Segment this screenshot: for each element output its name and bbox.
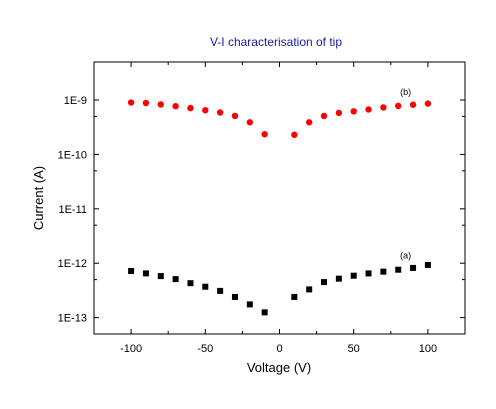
series-b-point: [127, 99, 135, 106]
series-a-point: [261, 309, 268, 316]
x-axis: -100 -50 0 50 100: [120, 62, 437, 355]
series-a-point: [350, 272, 357, 279]
series-a-point: [231, 293, 238, 300]
series-b-point: [231, 112, 239, 120]
series-b-point: [216, 109, 224, 116]
series-b-point: [157, 101, 164, 108]
series-a-point: [202, 283, 209, 290]
series-a-point: [217, 287, 224, 294]
series-a-point: [246, 301, 253, 308]
y-tick-label: 1E-12: [58, 258, 87, 270]
series-b-point: [187, 104, 194, 112]
series-b-point: [172, 102, 179, 110]
series-a-point: [335, 275, 342, 282]
series-a-point: [157, 273, 164, 280]
series-layer: (b) (a): [127, 87, 432, 316]
series-b-point: [291, 131, 298, 138]
x-axis-title: Voltage (V): [247, 360, 311, 375]
series-a-point: [424, 261, 431, 268]
series-a-point: [410, 264, 417, 271]
series-b-point: [320, 112, 328, 120]
series-b-point: [424, 100, 432, 107]
series-a-point: [142, 270, 149, 277]
series-b-point: [365, 106, 372, 113]
series-a-point: [365, 270, 372, 277]
series-b-point: [246, 119, 254, 126]
series-a-point: [395, 266, 402, 273]
series-b-point: [142, 99, 150, 107]
x-tick-label: 0: [276, 343, 282, 355]
series-label-b: (b): [400, 87, 411, 97]
series-a-point: [306, 286, 313, 293]
series-b-point: [409, 101, 417, 108]
chart-title: V-I characterisation of tip: [210, 35, 342, 49]
y-tick-label: 1E-11: [58, 204, 87, 216]
y-axis: 1E-13 1E-12 1E-11 1E-10 1E-9: [58, 95, 465, 325]
series-b-point: [261, 131, 268, 138]
series-a-point: [128, 267, 135, 274]
x-tick-label: -50: [197, 343, 213, 355]
series-a-point: [321, 279, 328, 286]
series-a-point: [172, 276, 179, 283]
series-b-point: [380, 104, 387, 111]
y-tick-label: 1E-13: [58, 313, 87, 325]
x-tick-label: 50: [348, 343, 360, 355]
series-a-point: [380, 268, 387, 275]
series-b-point: [202, 107, 209, 114]
series-b-point: [335, 109, 343, 117]
y-tick-label: 1E-9: [64, 95, 87, 107]
x-tick-label: 100: [419, 343, 437, 355]
series-b-point: [350, 108, 357, 115]
series-a-point: [187, 280, 194, 287]
series-b-point: [395, 102, 402, 110]
plot-frame: [93, 61, 466, 335]
series-b-point: [305, 119, 313, 126]
y-axis-title: Current (A): [31, 166, 46, 230]
series-label-a: (a): [400, 251, 411, 261]
x-tick-label: -100: [120, 343, 142, 355]
y-tick-label: 1E-10: [58, 149, 87, 161]
series-a-point: [291, 293, 298, 300]
